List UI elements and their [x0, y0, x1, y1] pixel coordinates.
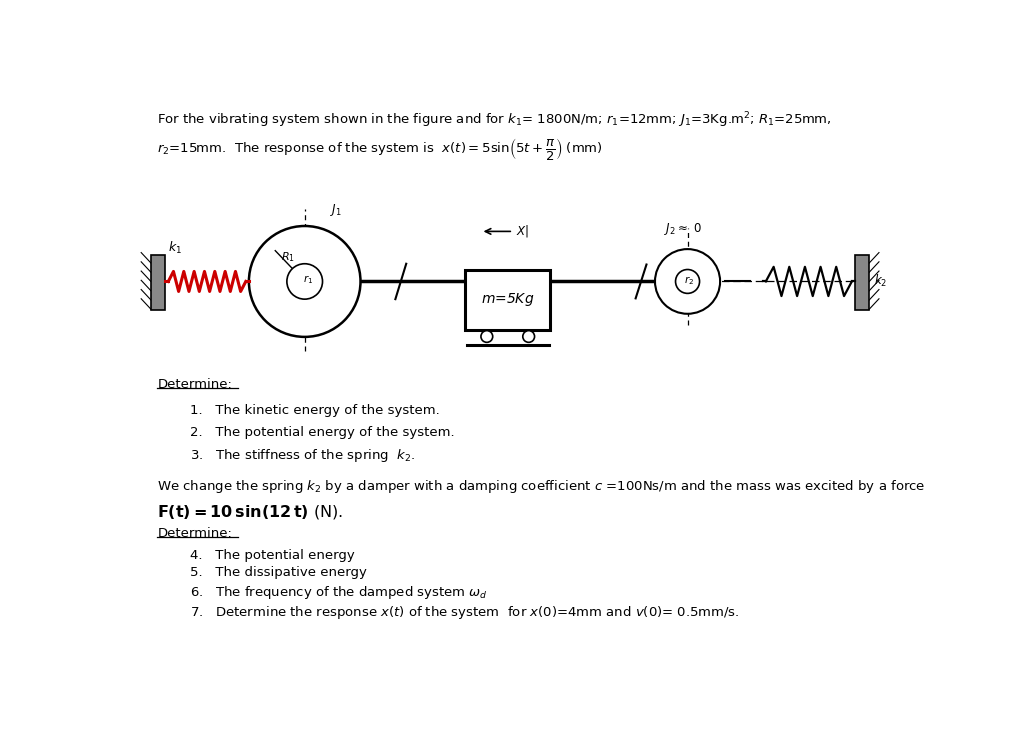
Text: Determine:: Determine:: [158, 528, 232, 540]
Circle shape: [481, 331, 493, 342]
Text: 4.   The potential energy: 4. The potential energy: [190, 549, 354, 562]
Text: $J_2$$\approx$ 0: $J_2$$\approx$ 0: [664, 221, 701, 237]
Text: $k_2$: $k_2$: [873, 273, 887, 289]
Bar: [152, 255, 165, 310]
Text: $X|$: $X|$: [516, 224, 529, 239]
Text: 3.   The stiffness of the spring  $k_2$.: 3. The stiffness of the spring $k_2$.: [190, 447, 415, 464]
Text: $J_1$: $J_1$: [330, 202, 342, 218]
Text: 5.   The dissipative energy: 5. The dissipative energy: [190, 566, 367, 579]
Circle shape: [676, 269, 699, 294]
Text: $r_1$: $r_1$: [303, 274, 313, 286]
Text: $\mathbf{F(t) = 10\,sin(12\,t)}$ (N).: $\mathbf{F(t) = 10\,sin(12\,t)}$ (N).: [158, 503, 344, 521]
Text: 2.   The potential energy of the system.: 2. The potential energy of the system.: [190, 426, 455, 439]
Text: 6.   The frequency of the damped system $\omega_d$: 6. The frequency of the damped system $\…: [190, 584, 487, 601]
Text: Determine:: Determine:: [158, 378, 232, 391]
Circle shape: [249, 226, 360, 337]
Circle shape: [655, 249, 720, 314]
Circle shape: [287, 263, 323, 299]
Text: $R_1$: $R_1$: [281, 250, 295, 263]
Text: $m$=5$Kg$: $m$=5$Kg$: [481, 291, 535, 308]
Text: $r_2$=15mm.  The response of the system is  $x(t) = 5\sin\!\left(5t + \dfrac{\pi: $r_2$=15mm. The response of the system i…: [158, 137, 603, 162]
Bar: [855, 255, 869, 310]
Circle shape: [523, 331, 535, 342]
Text: $r_2$: $r_2$: [684, 275, 694, 287]
Text: $k_1$: $k_1$: [168, 241, 181, 256]
Text: 1.   The kinetic energy of the system.: 1. The kinetic energy of the system.: [190, 404, 439, 417]
Text: We change the spring $k_2$ by a damper with a damping coefficient $c$ =100Ns/m a: We change the spring $k_2$ by a damper w…: [158, 478, 926, 495]
Text: For the vibrating system shown in the figure and for $k_1$= 1800N/m; $r_1$=12mm;: For the vibrating system shown in the fi…: [158, 110, 833, 130]
Bar: [465, 269, 550, 330]
Text: 7.   Determine the response $x(t)$ of the system  for $\mathit{x(0)}$=4mm and $\: 7. Determine the response $x(t)$ of the …: [190, 604, 739, 621]
